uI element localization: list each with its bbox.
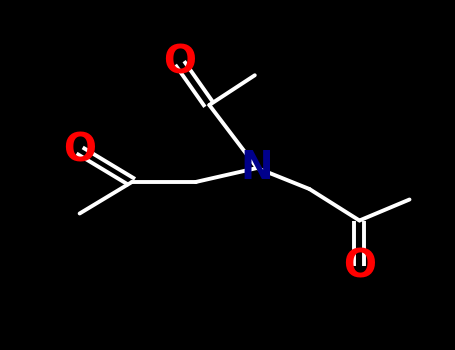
- Text: N: N: [241, 149, 273, 187]
- Text: O: O: [63, 132, 96, 169]
- Text: O: O: [343, 247, 376, 285]
- Text: O: O: [163, 44, 196, 82]
